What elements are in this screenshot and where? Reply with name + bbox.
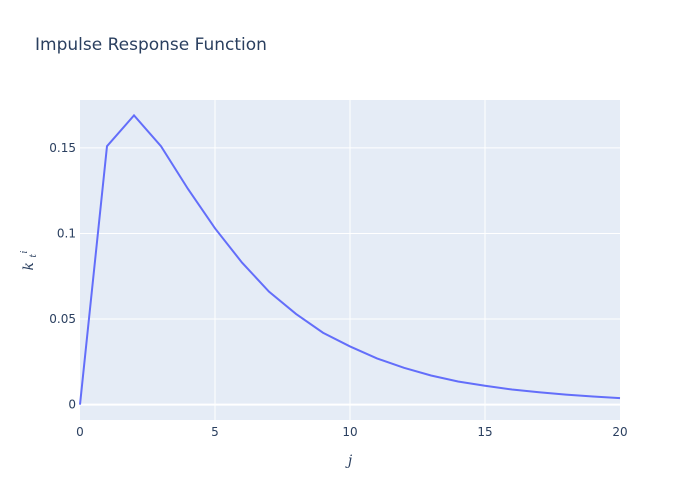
data-point bbox=[241, 262, 243, 264]
data-point bbox=[295, 313, 297, 315]
data-point bbox=[592, 396, 594, 398]
data-point bbox=[565, 394, 567, 396]
data-point bbox=[403, 367, 405, 369]
y-tick-label: 0.1 bbox=[57, 226, 76, 240]
x-axis-title: j bbox=[345, 453, 353, 469]
data-point bbox=[511, 389, 513, 391]
data-point bbox=[430, 375, 432, 377]
x-tick-label: 15 bbox=[477, 425, 492, 439]
chart-title: Impulse Response Function bbox=[35, 35, 267, 55]
data-point bbox=[133, 115, 135, 117]
x-tick-label: 0 bbox=[76, 425, 84, 439]
y-axis-title-main: k bbox=[21, 262, 37, 270]
y-tick-label: 0 bbox=[68, 398, 76, 412]
data-point bbox=[322, 332, 324, 334]
y-tick-label: 0.15 bbox=[49, 141, 76, 155]
impulse-response-line bbox=[79, 113, 621, 405]
y-axis-ticks: 0 0.05 0.1 0.15 bbox=[49, 141, 76, 412]
gridlines bbox=[80, 100, 620, 420]
x-tick-label: 20 bbox=[612, 425, 627, 439]
y-axis-title-superscript: i bbox=[20, 250, 30, 253]
x-tick-label: 10 bbox=[342, 425, 357, 439]
data-point bbox=[106, 145, 108, 147]
y-axis-title-group: k t i bbox=[20, 249, 40, 270]
data-point bbox=[376, 358, 378, 360]
data-point bbox=[457, 381, 459, 383]
data-point bbox=[484, 385, 486, 387]
data-point bbox=[79, 404, 81, 406]
data-point bbox=[538, 391, 540, 393]
y-axis-title: k t i bbox=[20, 249, 40, 270]
data-point bbox=[214, 228, 216, 230]
x-axis-ticks: 0 5 10 15 20 bbox=[76, 425, 627, 439]
y-axis-title-subscript: t bbox=[29, 254, 39, 258]
data-point bbox=[619, 397, 621, 399]
data-point bbox=[268, 291, 270, 293]
data-point bbox=[349, 346, 351, 348]
data-point bbox=[187, 188, 189, 190]
data-point bbox=[160, 145, 162, 147]
y-tick-label: 0.05 bbox=[49, 312, 76, 326]
x-tick-label: 5 bbox=[211, 425, 219, 439]
